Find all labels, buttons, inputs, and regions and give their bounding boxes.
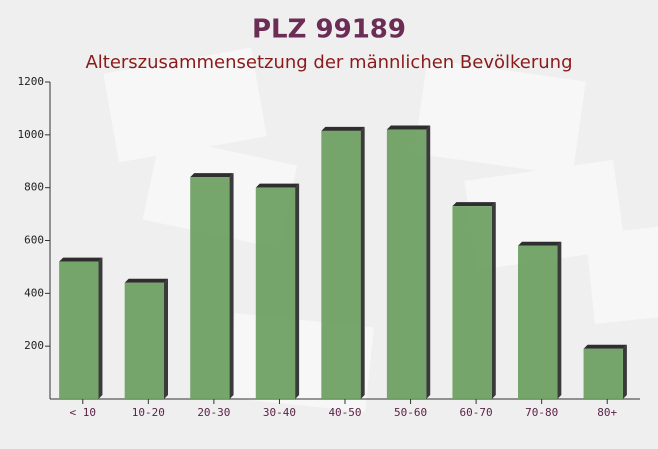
x-tick-label: < 10	[70, 406, 97, 419]
x-tick-label: 30-40	[263, 406, 296, 419]
x-tick-label: 40-50	[328, 406, 361, 419]
bar	[321, 130, 361, 399]
bar	[190, 177, 230, 399]
bar	[59, 261, 99, 399]
y-tick-label: 800	[24, 181, 44, 194]
bar-top	[124, 278, 168, 283]
bar-top	[518, 241, 562, 246]
bar-top	[59, 257, 103, 262]
y-tick-label: 400	[24, 286, 44, 299]
bar-side	[164, 278, 168, 399]
x-tick-label: 10-20	[132, 406, 165, 419]
bar	[583, 348, 623, 399]
bar	[255, 187, 296, 399]
bar-top	[321, 126, 365, 131]
bar-side	[622, 344, 627, 399]
x-tick-label: 50-60	[394, 406, 427, 419]
bar-side	[98, 257, 103, 399]
bar-top	[255, 183, 300, 188]
bar-top	[190, 173, 234, 178]
x-tick-label: 70-80	[525, 406, 558, 419]
bar-side	[229, 173, 234, 399]
x-tick-label: 20-30	[197, 406, 230, 419]
bar-side	[557, 241, 562, 399]
bar-side	[295, 183, 300, 399]
x-tick-label: 60-70	[460, 406, 493, 419]
bar	[452, 206, 492, 399]
y-tick-label: 600	[24, 234, 44, 247]
bar-top	[583, 344, 627, 349]
bar-top	[452, 202, 496, 207]
bar	[124, 282, 164, 399]
chart-title: PLZ 99189	[252, 15, 406, 45]
bar-top	[386, 125, 431, 130]
bar-side	[491, 202, 496, 399]
bar-side	[360, 126, 365, 399]
bar	[386, 129, 427, 400]
y-tick-label: 1000	[18, 128, 45, 141]
chart-subtitle: Alterszusammensetzung der männlichen Bev…	[85, 52, 572, 73]
bar	[518, 245, 558, 399]
y-tick-label: 200	[24, 339, 44, 352]
x-tick-label: 80+	[597, 406, 617, 419]
bar-side	[426, 125, 431, 400]
y-tick-label: 1200	[18, 75, 45, 88]
